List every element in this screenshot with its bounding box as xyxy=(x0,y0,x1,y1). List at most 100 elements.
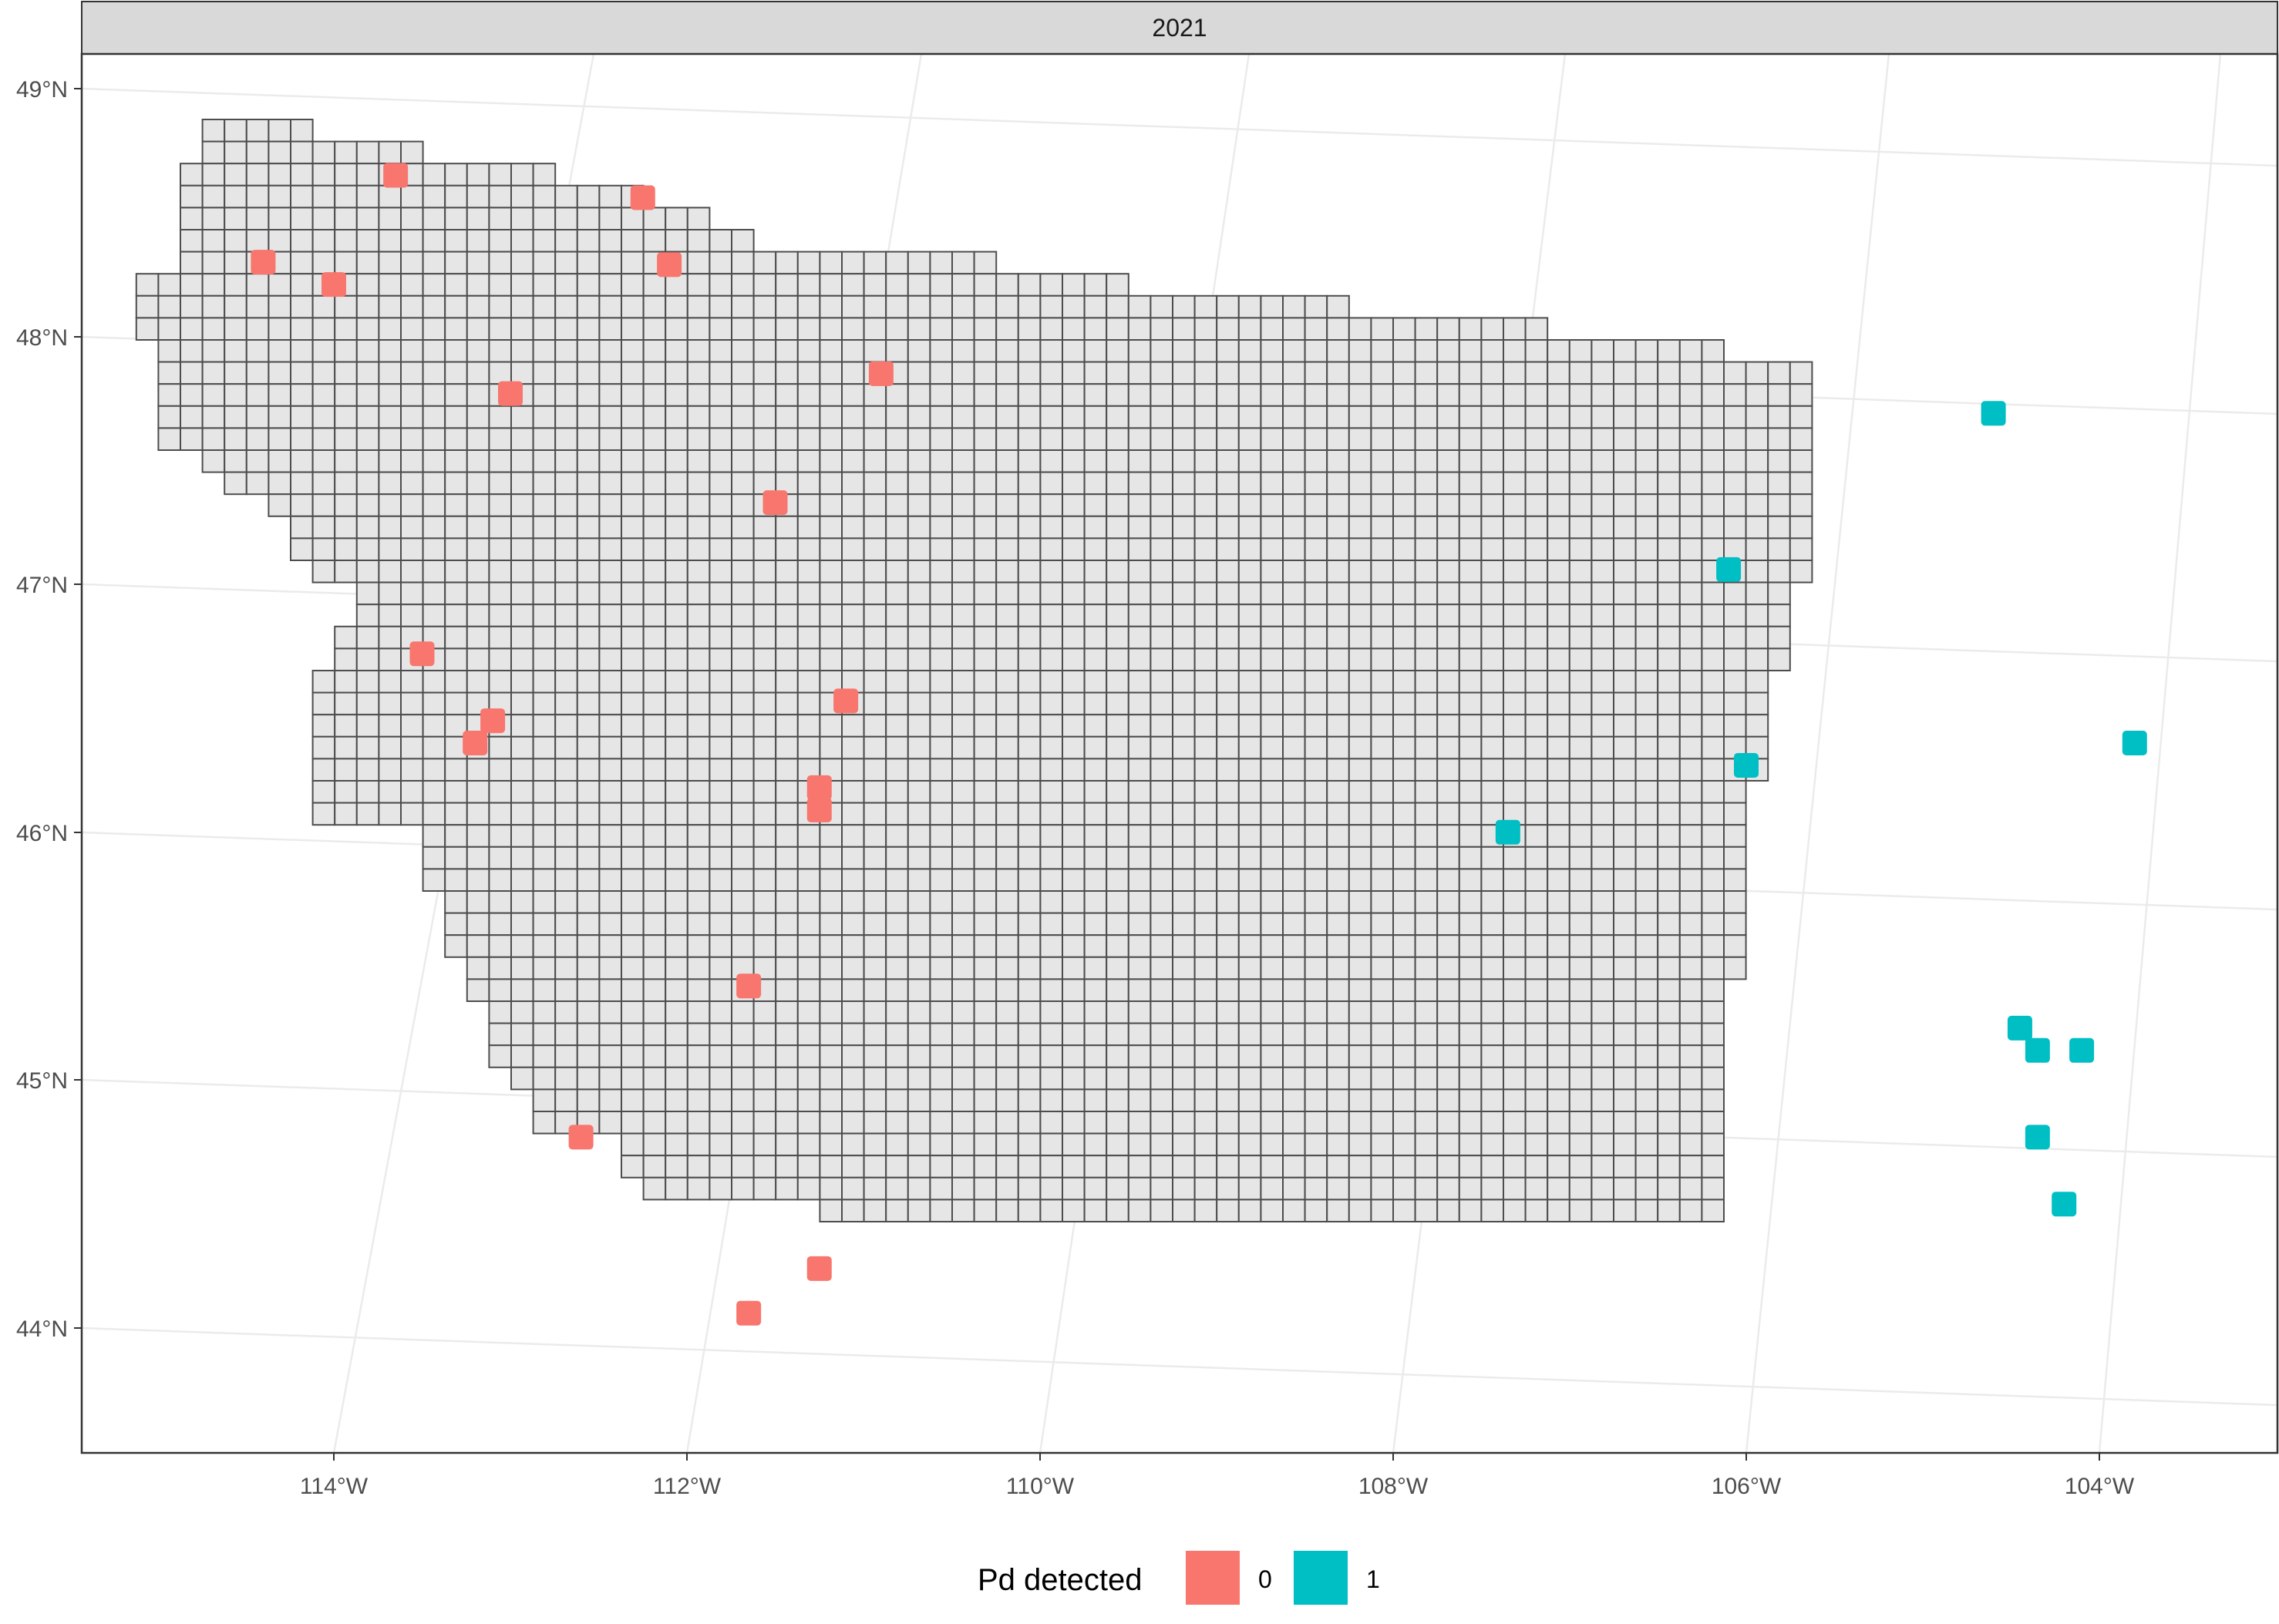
grid-cell xyxy=(1216,691,1240,716)
grid-cell xyxy=(731,802,755,826)
grid-cell xyxy=(180,427,204,452)
grid-cell xyxy=(841,956,865,980)
grid-cell xyxy=(995,427,1019,452)
grid-cell xyxy=(1150,361,1174,385)
grid-cell xyxy=(1083,1132,1108,1157)
grid-cell xyxy=(1172,1111,1196,1135)
grid-cell xyxy=(665,1000,688,1024)
grid-cell xyxy=(1106,1088,1129,1113)
detection-point-0 xyxy=(868,361,894,386)
grid-cell xyxy=(686,339,711,363)
grid-cell xyxy=(907,956,931,980)
grid-cell xyxy=(1150,427,1174,452)
grid-cell xyxy=(1503,714,1527,738)
grid-cell xyxy=(510,229,534,253)
grid-cell xyxy=(1524,560,1549,583)
grid-cell xyxy=(686,978,711,1003)
grid-cell xyxy=(752,1155,777,1178)
grid-cell xyxy=(1127,1111,1152,1135)
grid-cell xyxy=(1150,537,1174,562)
grid-cell xyxy=(885,978,909,1003)
grid-cell xyxy=(973,427,998,452)
grid-cell xyxy=(796,934,821,958)
grid-cell xyxy=(1083,1000,1108,1024)
grid-cell xyxy=(1348,537,1372,562)
grid-cell xyxy=(245,207,270,230)
grid-cell xyxy=(1083,405,1108,429)
grid-cell xyxy=(995,846,1019,870)
detection-point-1 xyxy=(1716,556,1742,582)
grid-cell xyxy=(951,449,975,473)
grid-cell xyxy=(951,868,975,893)
grid-cell xyxy=(841,1199,865,1223)
grid-cell xyxy=(1039,449,1064,473)
grid-cell xyxy=(576,207,601,230)
grid-cell xyxy=(642,581,667,606)
grid-cell xyxy=(1260,339,1284,363)
grid-cell xyxy=(268,294,291,319)
grid-cell xyxy=(1326,383,1350,407)
grid-cell xyxy=(775,383,799,407)
grid-cell xyxy=(1348,427,1372,452)
grid-cell xyxy=(1172,339,1196,363)
detection-points xyxy=(251,163,2147,1326)
grid-cell xyxy=(796,670,821,694)
grid-cell xyxy=(1480,1022,1505,1047)
grid-cell xyxy=(709,250,733,275)
grid-cell xyxy=(1172,625,1196,650)
grid-cell xyxy=(1172,383,1196,407)
grid-cell xyxy=(1127,912,1152,936)
grid-cell xyxy=(1062,493,1086,517)
grid-cell xyxy=(995,1155,1019,1178)
grid-cell xyxy=(1634,581,1659,606)
grid-cell xyxy=(576,1000,601,1024)
grid-cell xyxy=(1503,868,1527,893)
grid-cell xyxy=(157,383,181,407)
grid-cell xyxy=(1745,714,1769,738)
grid-cell xyxy=(598,868,623,893)
grid-cell xyxy=(1127,735,1152,760)
grid-cell xyxy=(1568,515,1593,540)
grid-cell xyxy=(1237,405,1262,429)
grid-cell xyxy=(1062,317,1086,341)
grid-cell xyxy=(1547,471,1570,496)
grid-cell xyxy=(444,802,468,826)
grid-cell xyxy=(642,294,667,319)
grid-cell xyxy=(1591,1176,1614,1201)
grid-cell xyxy=(819,1022,843,1047)
grid-cell xyxy=(355,581,380,606)
grid-cell xyxy=(1039,758,1064,782)
grid-cell xyxy=(1127,317,1152,341)
grid-cell xyxy=(355,670,380,694)
grid-cell xyxy=(885,1000,909,1024)
grid-cell xyxy=(1591,515,1614,540)
grid-cell xyxy=(1039,361,1064,385)
grid-cell xyxy=(201,250,226,275)
grid-cell xyxy=(1547,846,1570,870)
grid-cell xyxy=(863,1022,887,1047)
grid-cell xyxy=(1701,670,1725,694)
grid-cell xyxy=(686,1022,711,1047)
grid-cell xyxy=(1745,604,1769,627)
grid-cell xyxy=(1767,604,1791,627)
grid-cell xyxy=(1237,537,1262,562)
grid-cell xyxy=(1524,1111,1549,1135)
grid-cell xyxy=(709,912,733,936)
grid-cell xyxy=(863,383,887,407)
grid-cell xyxy=(290,163,314,187)
grid-cell xyxy=(775,515,799,540)
grid-cell xyxy=(1039,912,1064,936)
grid-cell xyxy=(510,735,534,760)
grid-cell xyxy=(1591,581,1614,606)
grid-cell xyxy=(1436,449,1460,473)
grid-cell xyxy=(1304,758,1328,782)
grid-cell xyxy=(951,604,975,627)
grid-cell xyxy=(752,934,777,958)
grid-cell xyxy=(1613,956,1637,980)
grid-cell xyxy=(1062,824,1086,848)
grid-cell xyxy=(1436,780,1460,804)
grid-cell xyxy=(1326,493,1350,517)
grid-cell xyxy=(796,735,821,760)
lat-axis: 49°N 48°N 47°N 46°N 45°N 44°N xyxy=(16,77,82,1342)
grid-cell xyxy=(1304,670,1328,694)
